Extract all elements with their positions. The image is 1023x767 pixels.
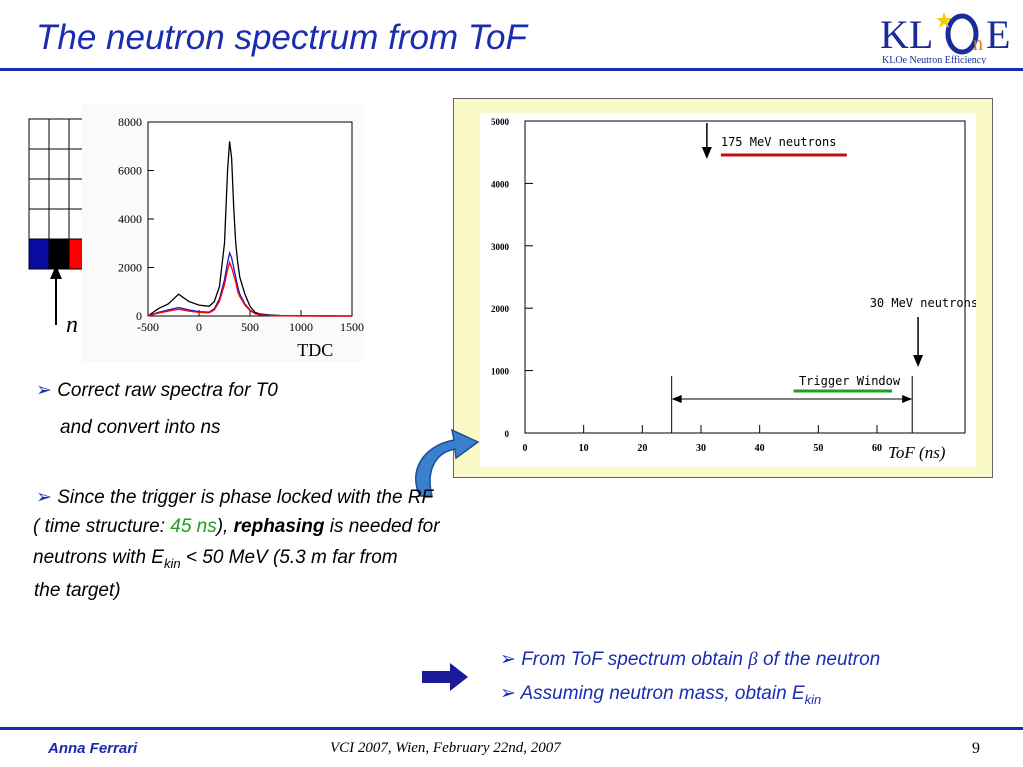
tdc-x-tick-label: 1500 xyxy=(340,320,364,334)
bullet-arrow-icon: ➢ xyxy=(36,380,52,401)
subscript-kin: kin xyxy=(804,691,822,707)
text-fragment: ( time structure: xyxy=(33,516,171,537)
tdc-y-tick-label: 8000 xyxy=(118,115,142,129)
detector-cell xyxy=(28,178,50,210)
neutron-arrow-head xyxy=(50,265,62,279)
bullet-neutrons-ekin: neutrons with Ekin < 50 MeV (5.3 m far f… xyxy=(33,547,398,571)
tdc-x-axis-label: TDC xyxy=(297,340,333,360)
tof-spectrum-chart: 0 1000 2000 3000 4000 5000 0 10 20 30 40 50 60 175 … xyxy=(480,113,976,467)
tdc-series-line xyxy=(147,260,352,317)
detector-cells xyxy=(28,118,90,270)
footer-author: Anna Ferrari xyxy=(48,740,138,757)
window-label: Trigger Window xyxy=(799,374,901,388)
window-left-head xyxy=(671,395,682,403)
text-fragment: is needed for xyxy=(324,516,440,537)
low-energy-label: 30 MeV neutrons xyxy=(870,296,976,310)
text-fragment: From ToF spectrum obtain xyxy=(521,649,749,670)
tof-x-tick-label: 30 xyxy=(696,443,706,454)
text-fragment: Assuming neutron mass, obtain E xyxy=(520,683,805,704)
neutron-label: n xyxy=(66,312,78,338)
tof-x-axis-label: ToF (ns) xyxy=(884,443,950,463)
klone-logo: KL n E KLOe Neutron Efficiency xyxy=(880,12,1010,64)
title-divider xyxy=(0,68,1023,71)
tof-y-tick-label: 2000 xyxy=(491,304,510,314)
footer-divider xyxy=(0,727,1023,730)
detector-cell xyxy=(48,208,70,240)
tdc-x-tick-label: -500 xyxy=(137,320,159,334)
bullet-convert-ns: and convert into ns xyxy=(60,417,221,438)
page-number: 9 xyxy=(972,740,980,757)
detector-cell-active xyxy=(28,238,50,270)
svg-text:KL: KL xyxy=(880,12,933,57)
bullet-beta: ➢ From ToF spectrum obtain β of the neut… xyxy=(500,648,880,671)
tof-y-tick-label: 0 xyxy=(505,429,510,439)
tdc-x-tick-label: 1000 xyxy=(289,320,313,334)
bullet-the-target: the target) xyxy=(34,580,121,601)
text-fragment: ), xyxy=(216,516,234,537)
detector-cell xyxy=(28,208,50,240)
svg-text:E: E xyxy=(986,12,1010,57)
text-fragment: neutrons with E xyxy=(33,547,164,568)
text-fragment: of the neutron xyxy=(757,649,881,670)
detector-cell-active xyxy=(48,238,70,270)
low-arrow-head xyxy=(913,355,924,367)
detector-grid-diagram xyxy=(28,118,90,325)
bullet-time-structure: ( time structure: 45 ns), rephasing is n… xyxy=(33,516,440,538)
bullet-arrow-icon: ➢ xyxy=(36,487,52,508)
tof-x-tick-label: 0 xyxy=(523,443,528,454)
detector-cell xyxy=(48,148,70,180)
bullet-text: Since the trigger is phase locked with t… xyxy=(57,487,434,508)
bullet-neutron-mass: ➢ Assuming neutron mass, obtain Ekin xyxy=(500,682,821,707)
highlight-45ns: 45 ns xyxy=(170,516,217,537)
window-right-head xyxy=(902,395,913,403)
tof-x-tick-label: 40 xyxy=(755,443,765,454)
tdc-y-tick-label: 4000 xyxy=(118,212,142,226)
right-arrow-icon xyxy=(422,663,468,691)
tdc-y-tick-label: 6000 xyxy=(118,164,142,178)
tof-y-tick-label: 3000 xyxy=(491,242,510,252)
tof-x-tick-label: 10 xyxy=(579,443,589,454)
bullet-phase-locked: ➢ Since the trigger is phase locked with… xyxy=(36,486,433,509)
bullet-arrow-icon: ➢ xyxy=(500,649,516,670)
detector-cell xyxy=(28,118,50,150)
tdc-x-tick-label: 0 xyxy=(196,320,202,334)
tof-x-tick-label: 50 xyxy=(813,443,823,454)
logo-subtitle: KLOe Neutron Efficiency xyxy=(882,55,986,64)
peak-label: 175 MeV neutrons xyxy=(721,135,837,149)
bullet-text: Correct raw spectra for T0 xyxy=(57,380,278,401)
tof-x-tick-label: 60 xyxy=(872,443,882,454)
tof-y-tick-label: 4000 xyxy=(491,179,510,189)
tdc-x-tick-label: 500 xyxy=(241,320,259,334)
bullet-correct-raw: ➢ Correct raw spectra for T0 xyxy=(36,379,278,402)
detector-cell xyxy=(48,118,70,150)
subscript-kin: kin xyxy=(163,555,181,571)
tof-x-tick-label: 20 xyxy=(637,443,647,454)
svg-text:n: n xyxy=(973,33,983,55)
slide-title: The neutron spectrum from ToF xyxy=(36,18,527,57)
bold-rephasing: rephasing xyxy=(233,516,325,537)
peak-arrow-head xyxy=(701,147,712,159)
bullet-arrow-icon: ➢ xyxy=(500,683,516,704)
detector-cell xyxy=(48,178,70,210)
curved-arrow-icon xyxy=(415,428,480,497)
text-fragment: < 50 MeV (5.3 m far from xyxy=(180,547,398,568)
tof-y-tick-label: 1000 xyxy=(491,367,510,377)
beta-symbol: β xyxy=(748,649,758,670)
tdc-y-tick-label: 2000 xyxy=(118,261,142,275)
tdc-y-tick-label: 0 xyxy=(136,309,142,323)
tof-y-tick-label: 5000 xyxy=(491,117,510,127)
detector-cell xyxy=(28,148,50,180)
footer-conference: VCI 2007, Wien, February 22nd, 2007 xyxy=(330,740,561,756)
